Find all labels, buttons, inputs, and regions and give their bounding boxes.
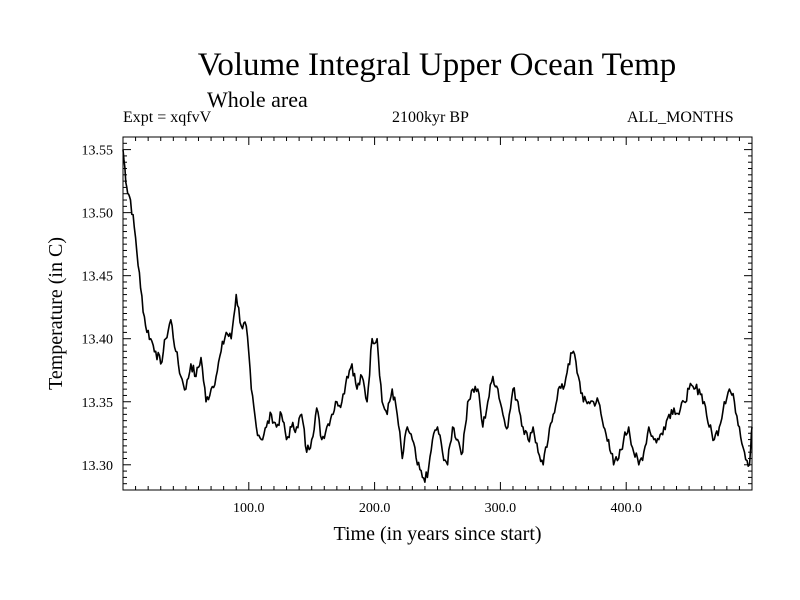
tick-labels: 100.0 200.0 300.0 400.0 13.30 13.35 13.40 13.45… bbox=[82, 144, 642, 516]
x-tick-label: 400.0 bbox=[610, 501, 642, 516]
y-tick-label: 13.45 bbox=[82, 270, 114, 285]
chart-title: Volume Integral Upper Ocean Temp bbox=[197, 47, 677, 83]
x-tick-label: 100.0 bbox=[233, 501, 265, 516]
y-tick-label: 13.40 bbox=[82, 333, 114, 348]
y-tick-label: 13.35 bbox=[82, 396, 114, 411]
temperature-series-line bbox=[122, 149, 753, 483]
y-tick-label: 13.50 bbox=[82, 207, 114, 222]
y-tick-label: 13.55 bbox=[82, 144, 114, 159]
tick-marks bbox=[123, 137, 752, 490]
chart-subtitle: Whole area bbox=[207, 87, 308, 112]
x-tick-label: 200.0 bbox=[359, 501, 391, 516]
period-label: 2100kyr BP bbox=[392, 109, 469, 126]
x-tick-label: 300.0 bbox=[485, 501, 517, 516]
x-axis-label: Time (in years since start) bbox=[333, 523, 541, 545]
months-label: ALL_MONTHS bbox=[627, 109, 734, 126]
y-tick-label: 13.30 bbox=[82, 459, 114, 474]
experiment-label: Expt = xqfvV bbox=[123, 109, 212, 126]
y-axis-label: Temperature (in C) bbox=[45, 237, 67, 390]
plot-frame bbox=[122, 136, 753, 491]
